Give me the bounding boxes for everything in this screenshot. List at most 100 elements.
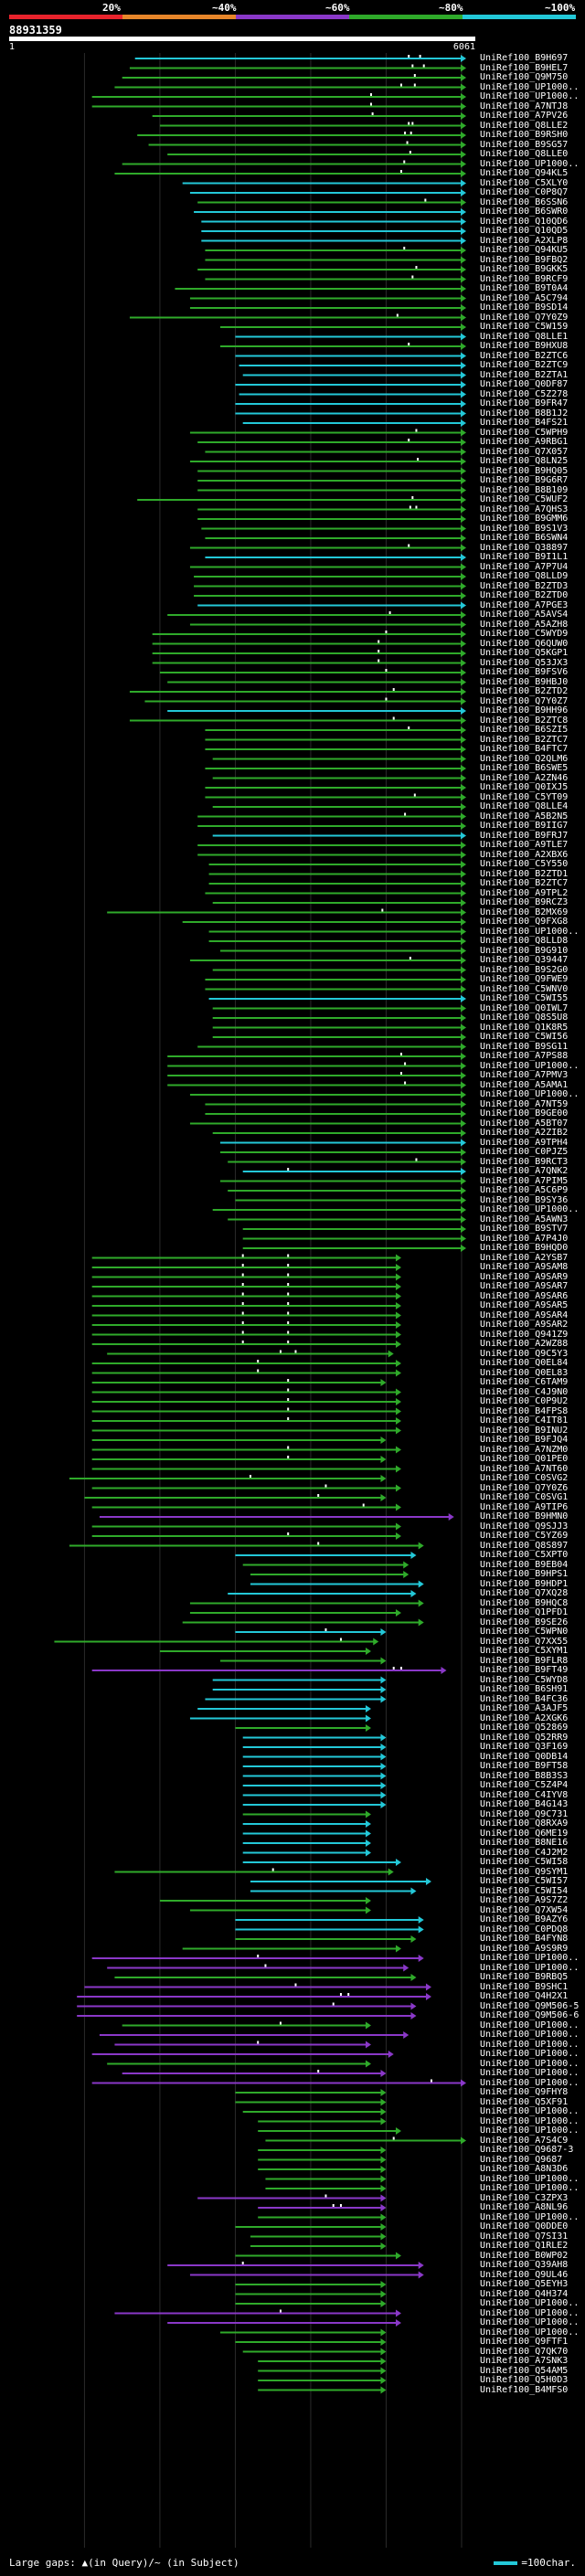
hit-label[interactable]: UniRef100_UP1000..	[480, 1060, 580, 1071]
hit-label[interactable]: UniRef100_UP1000..	[480, 2106, 580, 2116]
hit-label[interactable]: UniRef100_A9RBG1	[480, 437, 569, 447]
hit-label[interactable]: UniRef100_C5Y550	[480, 859, 569, 869]
hit-label[interactable]: UniRef100_B9H697	[480, 53, 569, 63]
hit-label[interactable]: UniRef100_C0SVG1	[480, 1492, 569, 1502]
hit-label[interactable]: UniRef100_Q4H2X1	[480, 1991, 569, 2001]
hit-label[interactable]: UniRef100_Q0IWL7	[480, 1002, 569, 1013]
hit-label[interactable]: UniRef100_B9GE00	[480, 1108, 569, 1118]
hit-label[interactable]: UniRef100_B9RCF9	[480, 273, 569, 284]
hit-label[interactable]: UniRef100_Q94KU5	[480, 245, 569, 255]
hit-label[interactable]: UniRef100_B9EB04	[480, 1559, 569, 1570]
hit-label[interactable]: UniRef100_UP1000..	[480, 2068, 580, 2078]
hit-label[interactable]: UniRef100_B9HQD0	[480, 1243, 569, 1253]
hit-label[interactable]: UniRef100_Q0DF87	[480, 379, 569, 389]
hit-label[interactable]: UniRef100_Q941Z9	[480, 1329, 569, 1340]
hit-label[interactable]: UniRef100_Q7XX55	[480, 1636, 569, 1647]
hit-label[interactable]: UniRef100_A7PS88	[480, 1051, 569, 1061]
hit-label[interactable]: UniRef100_A5AMA1	[480, 1079, 569, 1090]
hit-label[interactable]: UniRef100_A5AVS4	[480, 610, 569, 620]
hit-label[interactable]: UniRef100_B9G6R7	[480, 475, 569, 485]
hit-label[interactable]: UniRef100_UP1000..	[480, 81, 580, 92]
hit-label[interactable]: UniRef100_Q9SYM1	[480, 1866, 569, 1877]
hit-label[interactable]: UniRef100_Q9FHY8	[480, 2087, 569, 2097]
hit-label[interactable]: UniRef100_C0P8Q7	[480, 187, 569, 197]
hit-label[interactable]: UniRef100_UP1000..	[480, 158, 580, 169]
hit-label[interactable]: UniRef100_UP1000..	[480, 2125, 580, 2136]
hit-label[interactable]: UniRef100_UP1000..	[480, 2327, 580, 2337]
hit-label[interactable]: UniRef100_C5Z4P4	[480, 1780, 569, 1790]
hit-label[interactable]: UniRef100_A2XGK6	[480, 1712, 569, 1723]
hit-label[interactable]: UniRef100_Q5EYH3	[480, 2279, 569, 2289]
hit-label[interactable]: UniRef100_C5WI56	[480, 1032, 569, 1042]
hit-label[interactable]: UniRef100_Q1K8R5	[480, 1022, 569, 1033]
hit-label[interactable]: UniRef100_B2MX69	[480, 906, 569, 917]
hit-label[interactable]: UniRef100_B2ZTC6	[480, 350, 569, 361]
hit-label[interactable]: UniRef100_A7P4J0	[480, 1233, 569, 1244]
hit-label[interactable]: UniRef100_A9TLE7	[480, 840, 569, 850]
hit-label[interactable]: UniRef100_C5XYM1	[480, 1646, 569, 1656]
hit-label[interactable]: UniRef100_Q52RR9	[480, 1732, 569, 1743]
hit-label[interactable]: UniRef100_UP1000..	[480, 2317, 580, 2327]
hit-label[interactable]: UniRef100_A9SAR5	[480, 1300, 569, 1310]
hit-label[interactable]: UniRef100_B9FBQ2	[480, 254, 569, 265]
hit-label[interactable]: UniRef100_Q7Y0Z9	[480, 312, 569, 323]
hit-label[interactable]: UniRef100_UP1000..	[480, 2058, 580, 2069]
hit-label[interactable]: UniRef100_Q9C5Y3	[480, 1348, 569, 1359]
hit-label[interactable]: UniRef100_Q0IXJ5	[480, 782, 569, 792]
hit-label[interactable]: UniRef100_A2WZ88	[480, 1339, 569, 1349]
hit-label[interactable]: UniRef100_A7NT60	[480, 1463, 569, 1474]
hit-label[interactable]: UniRef100_Q7Y0Z6	[480, 1482, 569, 1493]
hit-label[interactable]: UniRef100_B2ZTC9	[480, 360, 569, 370]
hit-label[interactable]: UniRef100_Q9FXG8	[480, 917, 569, 927]
hit-label[interactable]: UniRef100_B2ZTD2	[480, 686, 569, 696]
hit-label[interactable]: UniRef100_B8B3S3	[480, 1770, 569, 1781]
hit-label[interactable]: UniRef100_B2ZTD3	[480, 580, 569, 591]
hit-label[interactable]: UniRef100_B8B1J2	[480, 408, 569, 419]
hit-label[interactable]: UniRef100_A5AZH8	[480, 619, 569, 630]
hit-label[interactable]: UniRef100_A9SAR4	[480, 1309, 569, 1320]
hit-label[interactable]: UniRef100_Q7X057	[480, 446, 569, 457]
hit-label[interactable]: UniRef100_A2XLP8	[480, 235, 569, 246]
hit-label[interactable]: UniRef100_A7NZM0	[480, 1444, 569, 1455]
hit-label[interactable]: UniRef100_UP1000..	[480, 2307, 580, 2318]
hit-label[interactable]: UniRef100_B9HQ05	[480, 465, 569, 476]
hit-label[interactable]: UniRef100_C5WYD8	[480, 1674, 569, 1685]
hit-label[interactable]: UniRef100_B4MFS0	[480, 2384, 569, 2395]
hit-label[interactable]: UniRef100_Q9SJJ3	[480, 1521, 569, 1532]
hit-label[interactable]: UniRef100_B9INU2	[480, 1425, 569, 1436]
hit-label[interactable]: UniRef100_A7PGE3	[480, 599, 569, 610]
hit-label[interactable]: UniRef100_Q7SI31	[480, 2231, 569, 2242]
hit-label[interactable]: UniRef100_B9SG11	[480, 1041, 569, 1052]
hit-label[interactable]: UniRef100_C0SVG2	[480, 1473, 569, 1483]
hit-label[interactable]: UniRef100_C5XLY0	[480, 177, 569, 188]
hit-label[interactable]: UniRef100_Q8LLE4	[480, 801, 569, 811]
hit-label[interactable]: UniRef100_A9S9R9	[480, 1943, 569, 1954]
hit-label[interactable]: UniRef100_Q38897	[480, 542, 569, 553]
hit-label[interactable]: UniRef100_UP1000..	[480, 1953, 580, 1963]
hit-label[interactable]: UniRef100_Q8S897	[480, 1540, 569, 1551]
hit-label[interactable]: UniRef100_A8NL96	[480, 2202, 569, 2212]
hit-label[interactable]: UniRef100_B9S2G0	[480, 964, 569, 975]
hit-label[interactable]: UniRef100_UP1000..	[480, 2030, 580, 2040]
hit-label[interactable]: UniRef100_B6SSN6	[480, 196, 569, 207]
hit-label[interactable]: UniRef100_B8NE16	[480, 1838, 569, 1848]
hit-label[interactable]: UniRef100_B4FTC7	[480, 744, 569, 754]
hit-label[interactable]: UniRef100_Q9687-3	[480, 2145, 574, 2155]
hit-label[interactable]: UniRef100_B9HQC8	[480, 1597, 569, 1608]
hit-label[interactable]: UniRef100_A9S7Z2	[480, 1895, 569, 1905]
hit-label[interactable]: UniRef100_A7P7U4	[480, 561, 569, 572]
hit-label[interactable]: UniRef100_Q6ME19	[480, 1828, 569, 1839]
hit-label[interactable]: UniRef100_Q4H374	[480, 2288, 569, 2299]
hit-label[interactable]: UniRef100_C5W159	[480, 322, 569, 332]
hit-label[interactable]: UniRef100_UP1000..	[480, 1204, 580, 1214]
hit-label[interactable]: UniRef100_A7QHS3	[480, 504, 569, 514]
hit-label[interactable]: UniRef100_UP1000..	[480, 2183, 580, 2193]
hit-label[interactable]: UniRef100_UP1000..	[480, 1089, 580, 1099]
hit-label[interactable]: UniRef100_C5WPH9	[480, 427, 569, 438]
hit-label[interactable]: UniRef100_B6SWE5	[480, 763, 569, 773]
hit-label[interactable]: UniRef100_A9TPL2	[480, 887, 569, 898]
hit-label[interactable]: UniRef100_Q7XW54	[480, 1904, 569, 1915]
hit-label[interactable]: UniRef100_Q7XQ28	[480, 1588, 569, 1598]
hit-label[interactable]: UniRef100_Q3F169	[480, 1742, 569, 1752]
hit-label[interactable]: UniRef100_A7PV26	[480, 111, 569, 121]
